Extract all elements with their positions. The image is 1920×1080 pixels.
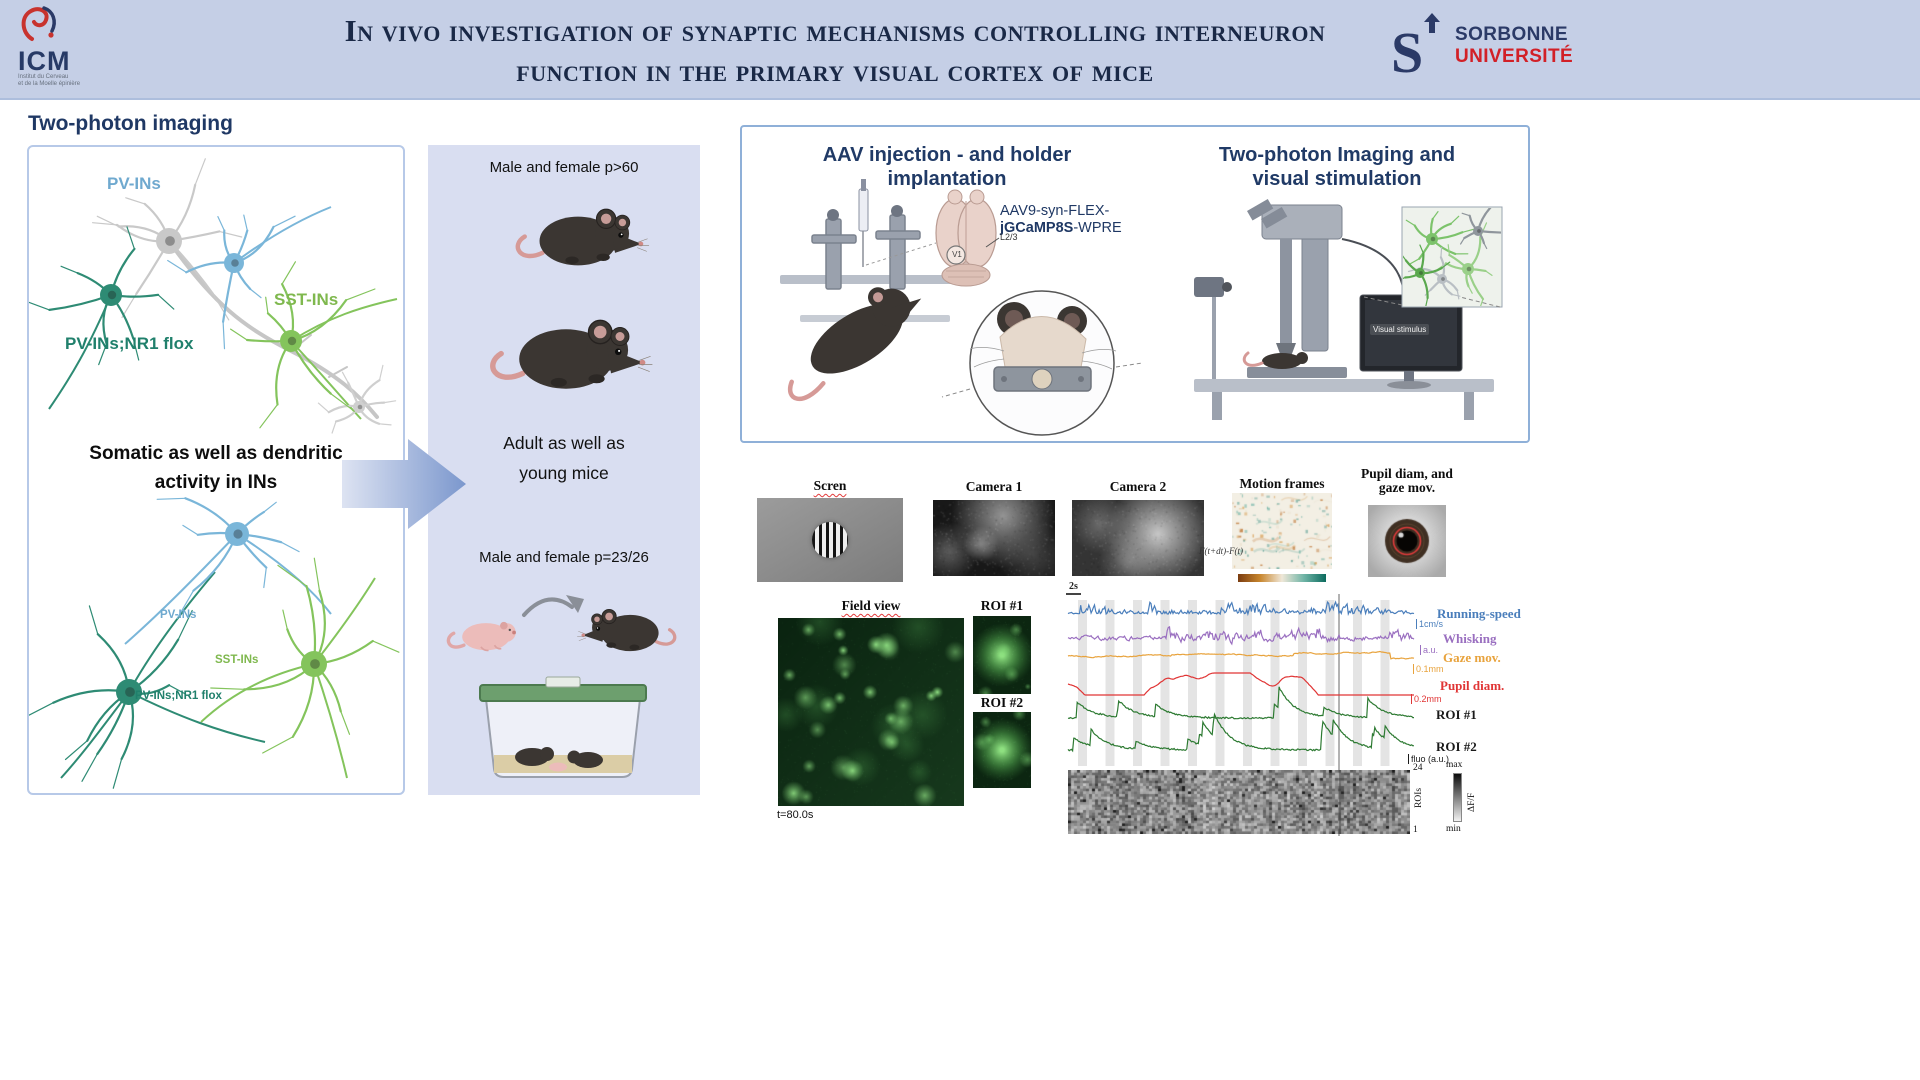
sorbonne-emblem: S xyxy=(1391,13,1440,80)
neuron-cluster-bottom xyxy=(29,497,400,789)
field-view-label: Field view xyxy=(841,598,901,613)
roi2-image xyxy=(973,712,1031,788)
svg-text:S: S xyxy=(1391,20,1423,80)
sst-ins-label-bottom: SST-INs xyxy=(215,654,259,666)
screen-stimulus-image xyxy=(757,498,903,582)
screen-label: Scren xyxy=(813,478,847,493)
colorbar-min-label: min xyxy=(1446,824,1461,834)
imaged-neurons-inset xyxy=(1403,208,1501,306)
raster-top-tick: 24 xyxy=(1413,763,1423,773)
grating-stimulus-icon xyxy=(812,522,848,558)
mice-illustrations xyxy=(446,208,677,778)
raster-bottom-tick: 1 xyxy=(1413,825,1418,835)
colorbar-max-label: max xyxy=(1446,760,1463,770)
mice-panel: Male and female p>60 Adult as well as yo… xyxy=(428,145,700,795)
roi1-label: ROI #1 xyxy=(980,598,1024,613)
panel-caption: Somatic as well as dendritic activity in… xyxy=(89,443,343,493)
pv-ins-label-bottom: PV-INs xyxy=(160,609,197,621)
dff-colorbar xyxy=(1453,773,1462,822)
young-mice-caption: Male and female p=23/26 xyxy=(479,549,649,566)
roi2-trace-label: ROI #2 xyxy=(1436,739,1477,754)
sorbonne-logo-text: SORBONNE UNIVERSITÉ xyxy=(1455,24,1574,67)
gaze-unit: 0.1mm xyxy=(1413,664,1444,674)
camera2-image xyxy=(1072,500,1204,576)
time-scalebar: 2s xyxy=(1066,581,1081,595)
sorbonne-logo: S SORBONNE UNIVERSITÉ xyxy=(1388,12,1573,80)
neuron-cluster-top xyxy=(29,158,398,434)
sst-ins-label-top: SST-INs xyxy=(274,290,339,309)
motion-frames-label: Motion frames xyxy=(1239,476,1325,491)
icm-logo: ICM Institut du Cerveau et de la Moelle … xyxy=(18,5,148,88)
icm-logo-subtext: Institut du Cerveau et de la Moelle épin… xyxy=(18,74,81,87)
aav-injection-title: AAV injection - and holder implantation xyxy=(822,144,1072,190)
motion-frames-image xyxy=(1232,493,1332,569)
camera1-image xyxy=(933,500,1055,576)
pv-nr1-label-top: PV-INs;NR1 flox xyxy=(65,334,194,353)
roi1-image xyxy=(973,616,1031,694)
pv-ins-label-top: PV-INs xyxy=(107,174,161,193)
running-speed-label: Running-speed xyxy=(1437,606,1521,621)
gaze-label: Gaze mov. xyxy=(1443,650,1501,665)
timestamp-label: t=80.0s xyxy=(777,809,814,821)
age-caption: Adult as well as young mice xyxy=(503,433,625,483)
dff-label: ΔF/F xyxy=(1467,792,1477,812)
camera2-label: Camera 2 xyxy=(1109,479,1167,494)
layer-label: L2/3 xyxy=(1000,232,1018,242)
behavior-traces-plot xyxy=(1067,594,1415,836)
icm-logo-glyph xyxy=(21,6,56,41)
raster-axis-label: ROIs xyxy=(1414,787,1424,808)
header-banner: ICM Institut du Cerveau et de la Moelle … xyxy=(0,0,1920,100)
whisking-label: Whisking xyxy=(1443,631,1497,646)
motion-formula: F(t+dt)-F(t) xyxy=(1199,546,1244,556)
methods-illustration xyxy=(780,179,1503,436)
v1-label: V1 xyxy=(952,250,962,259)
pupil-diam-label: Pupil diam. xyxy=(1440,678,1505,693)
microscope-illustration xyxy=(1194,199,1503,420)
pupil-diam-unit: 0.2mm xyxy=(1411,694,1442,704)
headplate-inset xyxy=(941,290,1143,436)
flow-arrow-icon xyxy=(342,436,468,532)
field-view-image xyxy=(778,618,964,806)
roi1-trace-label: ROI #1 xyxy=(1436,707,1477,722)
poster-title-line2: function in the primary visual cortex of… xyxy=(516,53,1154,88)
visual-stimulus-label: Visual stimulus xyxy=(1370,324,1430,335)
camera1-label: Camera 1 xyxy=(965,479,1023,494)
pv-nr1-label-bottom: PV-INs;NR1 flox xyxy=(135,690,222,702)
roi2-label: ROI #2 xyxy=(980,695,1024,710)
motion-colorbar xyxy=(1238,574,1326,582)
brain-illustration xyxy=(935,189,1000,287)
poster-title-line1: In vivo investigation of synaptic mechan… xyxy=(344,13,1326,48)
running-speed-unit: 1cm/s xyxy=(1416,619,1443,629)
roi2-trace-unit: fluo (a.u.) xyxy=(1408,754,1449,764)
stereotax-illustration xyxy=(780,179,960,402)
whisking-unit: a.u. xyxy=(1420,645,1438,655)
methods-panel: AAV injection - and holder implantation … xyxy=(740,125,1530,443)
pupil-label: Pupil diam, and gaze mov. xyxy=(1361,466,1453,495)
roi-raster-image xyxy=(1068,770,1410,834)
adult-mice-caption: Male and female p>60 xyxy=(489,159,639,176)
two-photon-title: Two-photon Imaging and visual stimulatio… xyxy=(1218,144,1456,190)
section-heading: Two-photon imaging xyxy=(28,112,233,135)
pupil-image xyxy=(1368,505,1446,577)
poster-title: In vivo investigation of synaptic mechan… xyxy=(150,11,1520,91)
icm-logo-text: ICM xyxy=(18,46,71,76)
aav-construct-label: AAV9-syn-FLEX- jGCaMP8S-WPRE xyxy=(1000,203,1122,236)
